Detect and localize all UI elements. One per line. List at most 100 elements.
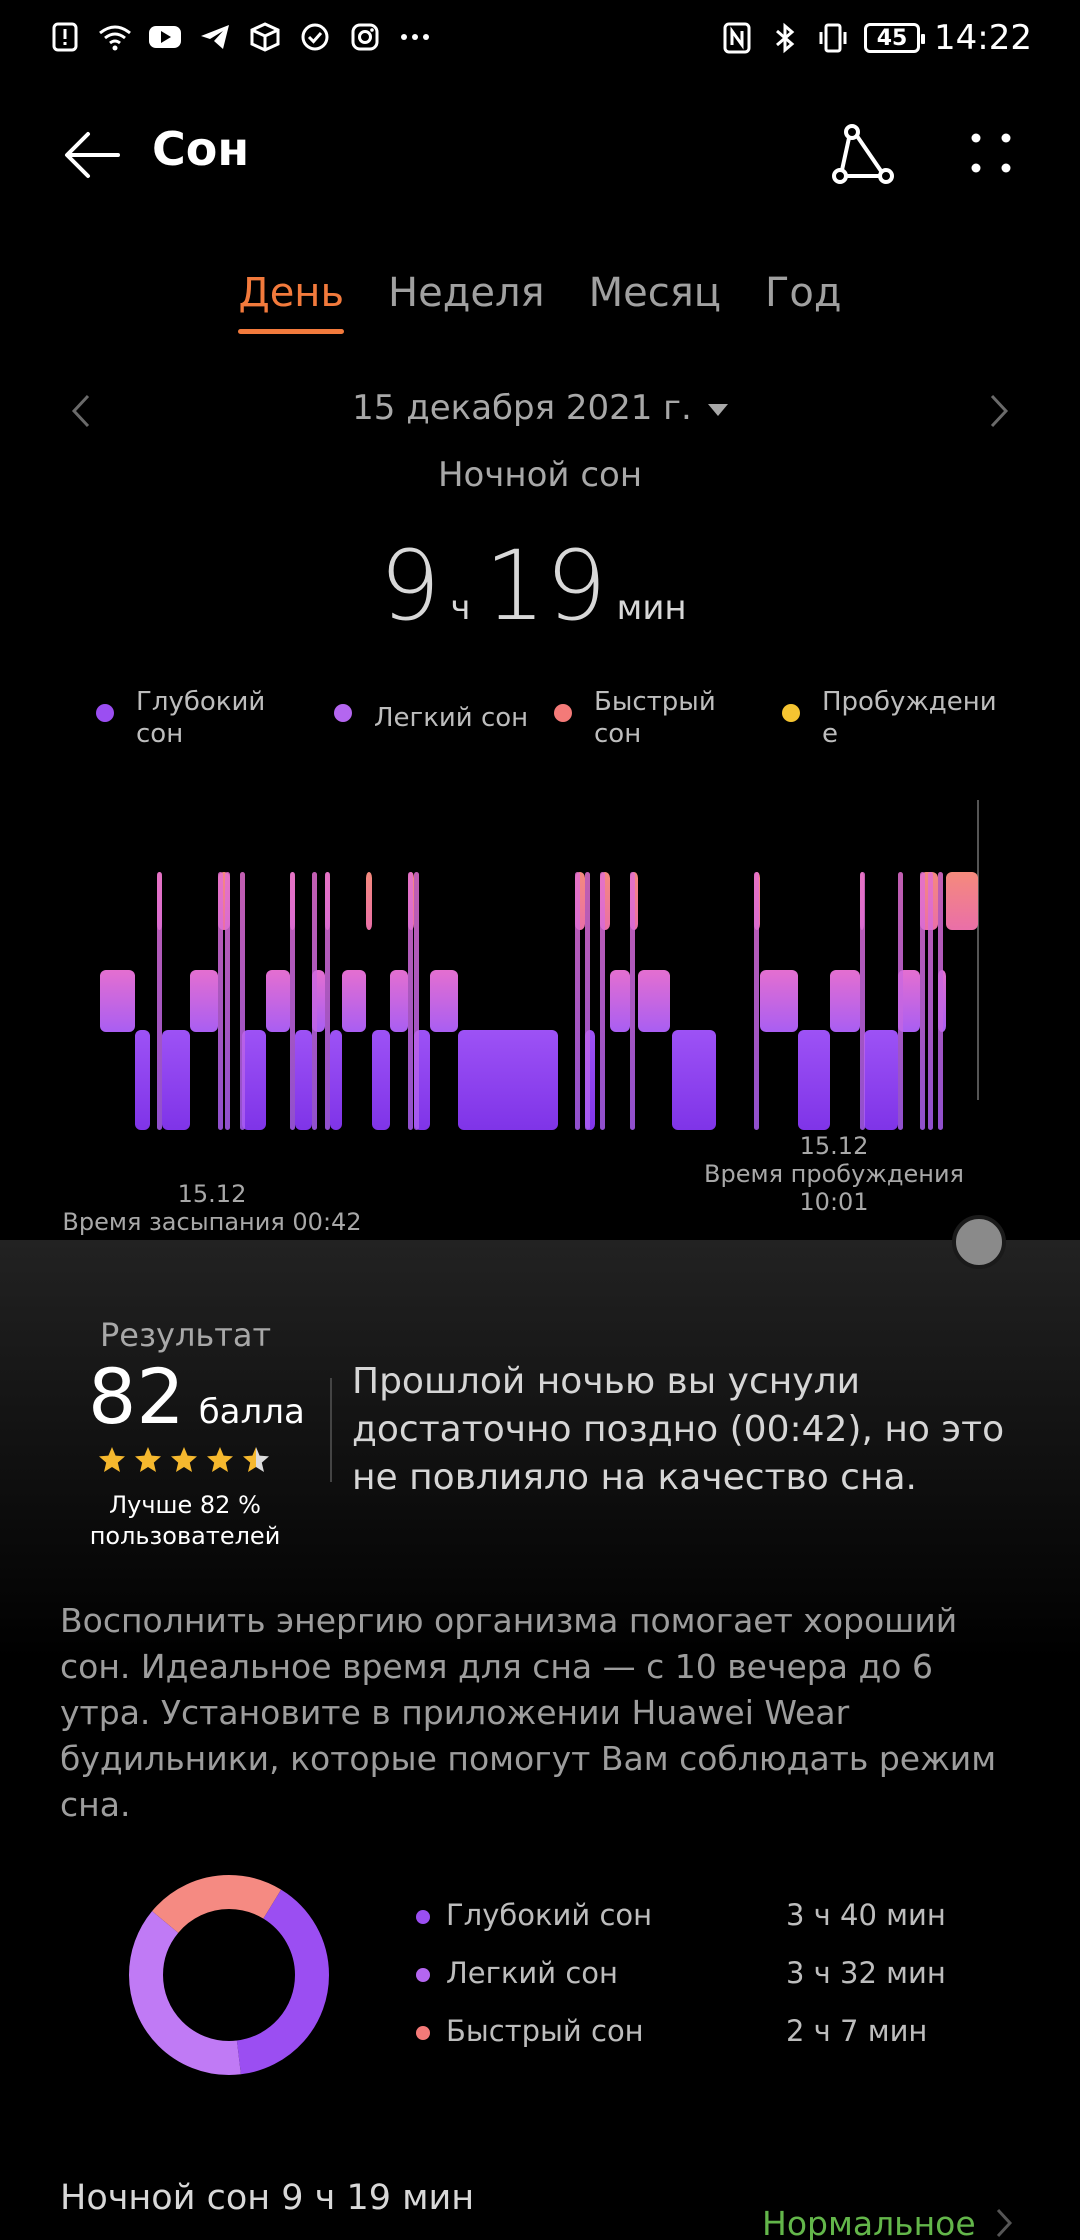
wake-date: 15.12 [799, 1132, 869, 1160]
chevron-right-icon[interactable] [992, 2206, 1016, 2240]
breakdown-value: 3 ч 32 мин [786, 1956, 946, 1990]
hypnogram-transition-bar [240, 872, 245, 1130]
hypnogram-light-block [830, 970, 860, 1032]
share-button[interactable] [830, 120, 900, 190]
result-divider [330, 1378, 332, 1482]
status-bar: 45 14:22 [0, 0, 1080, 80]
legend-rem-sleep: Быстрый сон [554, 686, 716, 750]
grid-dots-icon [971, 133, 1011, 173]
cube-icon [248, 20, 282, 54]
chart-scrub-handle[interactable] [952, 1215, 1006, 1269]
hypnogram-transition-bar [600, 872, 605, 1130]
details-panel [0, 1240, 1080, 2240]
donut-segment-light [129, 1875, 329, 2075]
next-day-button[interactable] [978, 386, 1018, 436]
sleep-type-label: Ночной сон [437, 455, 643, 495]
sleep-score: 82 балла [88, 1352, 305, 1441]
breakdown-label: Глубокий сон [446, 1898, 653, 1932]
hypnogram-deep-block [135, 1030, 150, 1130]
breakdown-dot [416, 1968, 430, 1982]
tab-day[interactable]: День [238, 270, 344, 334]
tab-year[interactable]: Год [765, 270, 842, 316]
chevron-right-icon [990, 394, 1009, 428]
breakdown-row-light: Легкий сон 3 ч 32 мин [412, 1956, 1012, 2014]
wake-caption: 15.12 Время пробуждения 10:01 [684, 1132, 984, 1216]
hypnogram-deep-block [372, 1030, 390, 1130]
sleep-stage-breakdown: Глубокий сон 3 ч 40 мин Легкий сон 3 ч 3… [412, 1898, 1012, 2072]
breakdown-value: 2 ч 7 мин [786, 2014, 928, 2048]
legend-deep-sleep: Глубокий сон [96, 686, 265, 750]
hypnogram-transition-bar [898, 872, 903, 1130]
previous-day-button[interactable] [62, 386, 102, 436]
youtube-icon [148, 20, 182, 54]
sleep-onset-date: 15.12 [177, 1180, 247, 1208]
hypnogram-transition-bar [920, 872, 925, 1130]
status-right-icons: 45 14:22 [720, 18, 1032, 58]
percentile-text: Лучше 82 % пользователей [89, 1491, 281, 1550]
hypnogram-transition-bar [290, 872, 295, 1130]
more-options-button[interactable] [956, 120, 1026, 190]
tab-month[interactable]: Месяц [588, 270, 722, 316]
hypnogram-rem-block [946, 872, 978, 930]
wifi-icon [98, 20, 132, 54]
hypnogram-light-block [190, 970, 218, 1032]
hours-unit: ч [450, 588, 471, 628]
minutes-unit: мин [616, 588, 687, 628]
hypnogram-transition-bar [414, 872, 419, 1130]
legend-light-sleep: Легкий сон [334, 686, 528, 734]
hypnogram-rem-block [366, 872, 372, 930]
hypnogram-deep-block [242, 1030, 266, 1130]
hypnogram-transition-bar [585, 872, 590, 1130]
date-selector: 15 декабря 2021 г. [0, 382, 1080, 442]
date-picker[interactable]: 15 декабря 2021 г. [0, 388, 1080, 428]
sleep-onset-caption: 15.12 Время засыпания 00:42 [52, 1180, 372, 1236]
battery-level: 45 [876, 25, 908, 51]
telegram-icon [198, 20, 232, 54]
legend-dot [334, 704, 352, 722]
nfc-icon [720, 21, 754, 55]
sleep-stage-legend: Глубокий сон Легкий сон Быстрый сон Проб… [96, 686, 997, 756]
hypnogram-deep-block [295, 1030, 312, 1130]
hypnogram-deep-block [798, 1030, 830, 1130]
sleep-advice: Восполнить энергию организма помогает хо… [60, 1601, 997, 1824]
hypnogram-transition-bar [325, 872, 330, 1130]
hypnogram-light-block [610, 970, 630, 1032]
night-sleep-status[interactable]: Нормальное [762, 2204, 976, 2240]
hypnogram-transition-bar [630, 872, 635, 1130]
legend-label: Пробуждени е [822, 687, 997, 749]
wake-time: Время пробуждения 10:01 [704, 1160, 964, 1216]
total-hours: 9 [379, 530, 441, 642]
back-button[interactable] [58, 120, 128, 190]
hypnogram-transition-bar [928, 872, 933, 1130]
status-left-icons [48, 20, 432, 54]
period-tabs: День Неделя Месяц Год [0, 270, 1080, 334]
breakdown-label: Легкий сон [446, 1956, 618, 1990]
breakdown-value: 3 ч 40 мин [786, 1898, 946, 1932]
hypnogram-transition-bar [938, 872, 943, 1130]
tab-week[interactable]: Неделя [388, 270, 545, 316]
alert-icon [48, 20, 82, 54]
hypnogram-transition-bar [860, 872, 865, 1130]
bluetooth-icon [768, 21, 802, 55]
arrow-left-icon [65, 132, 120, 178]
sleep-stage-donut [129, 1875, 329, 2075]
hypnogram-transition-bar [218, 872, 223, 1130]
score-stars [98, 1446, 270, 1474]
hypnogram-transition-bar [225, 872, 230, 1130]
breakdown-dot [416, 2026, 430, 2040]
score-unit: балла [198, 1392, 305, 1432]
hypnogram-deep-block [162, 1030, 190, 1130]
legend-label: Легкий сон [374, 703, 529, 733]
hypnogram-light-block [898, 970, 920, 1032]
sleep-verdict: Прошлой ночью вы уснули достаточно поздн… [352, 1361, 1005, 1498]
hypnogram-light-block [760, 970, 798, 1032]
hypnogram-deep-block [330, 1030, 342, 1130]
hypnogram-light-block [390, 970, 408, 1032]
hypnogram-transition-bar [754, 872, 759, 1130]
donut-segment-rem [129, 1875, 329, 2075]
hypnogram-transition-bar [157, 872, 162, 1130]
donut-segment-deep [129, 1875, 329, 2075]
breakdown-dot [416, 1910, 430, 1924]
chevron-left-icon [71, 394, 90, 428]
breakdown-row-rem: Быстрый сон 2 ч 7 мин [412, 2014, 1012, 2072]
